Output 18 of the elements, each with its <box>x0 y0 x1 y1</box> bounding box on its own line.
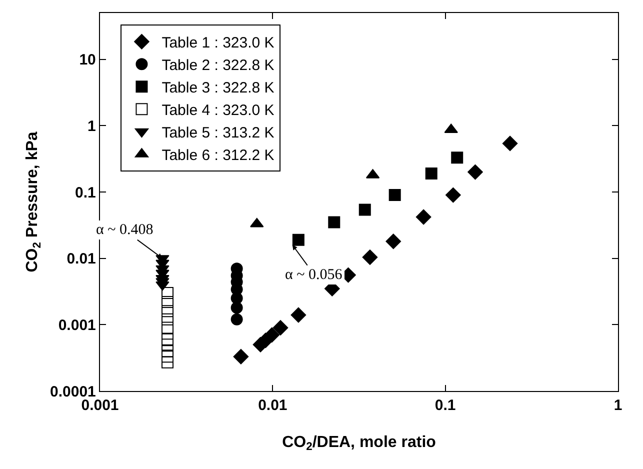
x-tick-label: 1 <box>614 397 622 414</box>
annotation: α ~ 0.056 <box>285 267 343 283</box>
legend-label: Table 6 : 312.2 K <box>162 146 274 164</box>
x-axis-title: CO$_{2}$/DEA, mole ratio <box>282 434 436 454</box>
y-tick-label: 10 <box>79 52 96 69</box>
y-tick-label: 0.0001 <box>50 383 96 400</box>
y-tick-label: 1 <box>88 118 96 135</box>
y-tick-label: 0.1 <box>75 184 96 202</box>
legend-label: Table 3 : 322.8 K <box>162 79 274 96</box>
y-tick-label: 0.001 <box>58 316 96 334</box>
x-tick-label: 0.1 <box>434 397 456 414</box>
x-tick-label: 0.01 <box>258 397 288 414</box>
legend-label: Table 1 : 323.0 K <box>162 34 274 52</box>
legend-label: Table 4 : 323.0 K <box>162 102 274 119</box>
y-tick-label: 0.01 <box>66 250 96 268</box>
legend-label: Table 5 : 313.2 K <box>162 124 274 142</box>
annotation: α ~ 0.408 <box>96 222 154 238</box>
legend-label: Table 2 : 322.8 K <box>162 56 274 74</box>
